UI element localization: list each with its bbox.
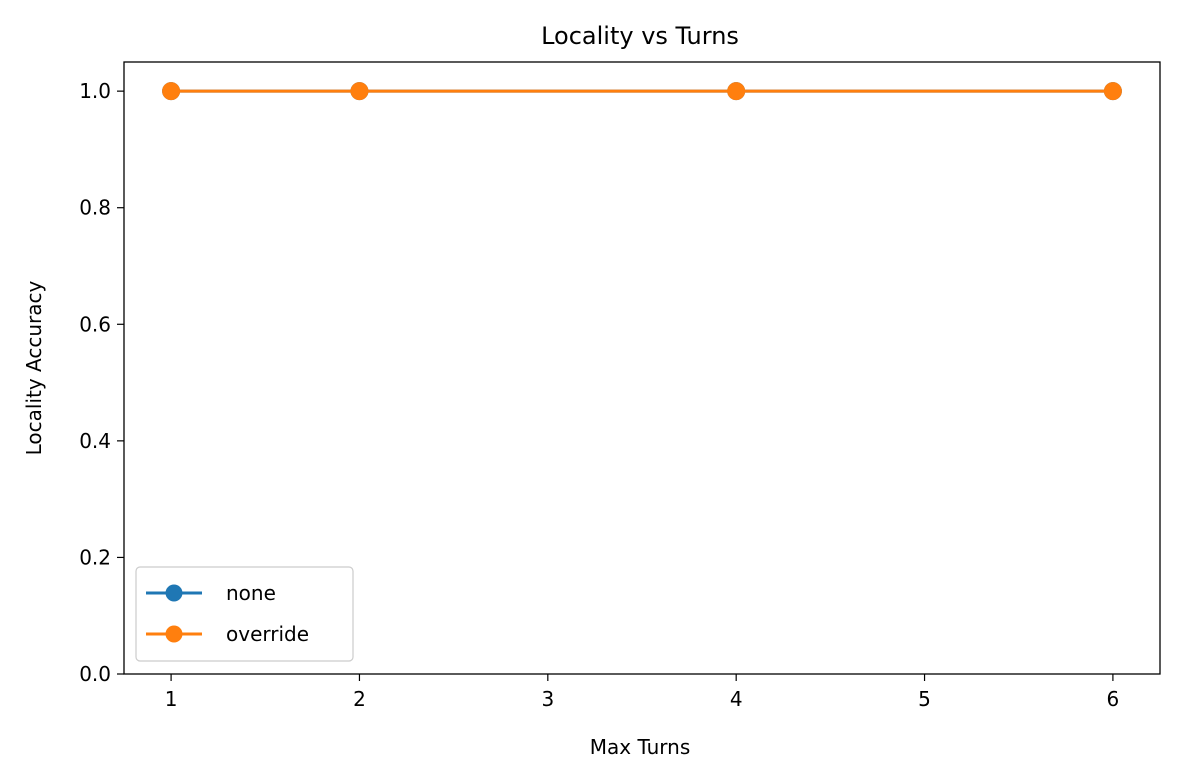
y-tick-label: 0.6 [79,312,111,336]
x-tick-label: 4 [730,687,743,711]
x-tick-label: 5 [918,687,931,711]
y-tick-label: 1.0 [79,79,111,103]
plot-area: 1 2 3 4 5 6 0.0 0.2 0.4 0.6 0.8 1.0 [79,61,1161,711]
y-tick-label: 0.0 [79,662,111,686]
data-point-override [350,82,369,101]
chart-title: Locality vs Turns [541,22,739,50]
x-tick-label: 2 [353,687,366,711]
y-tick-label: 0.2 [79,545,111,569]
y-tick-label: 0.4 [79,429,111,453]
legend-box [135,566,354,662]
axes-frame [123,61,1161,675]
data-point-override [1103,82,1122,101]
data-point-override [162,82,181,101]
legend-marker-override [165,625,183,643]
x-tick-label: 3 [541,687,554,711]
legend: none override [135,566,354,662]
legend-marker-none [165,584,183,602]
legend-label-override: override [226,622,309,646]
x-tick-label: 6 [1107,687,1120,711]
legend-label-none: none [226,581,276,605]
data-point-override [727,82,746,101]
y-tick-label: 0.8 [79,196,111,220]
y-axis-label: Locality Accuracy [22,280,46,455]
x-axis-label: Max Turns [590,735,691,759]
x-tick-label: 1 [165,687,178,711]
